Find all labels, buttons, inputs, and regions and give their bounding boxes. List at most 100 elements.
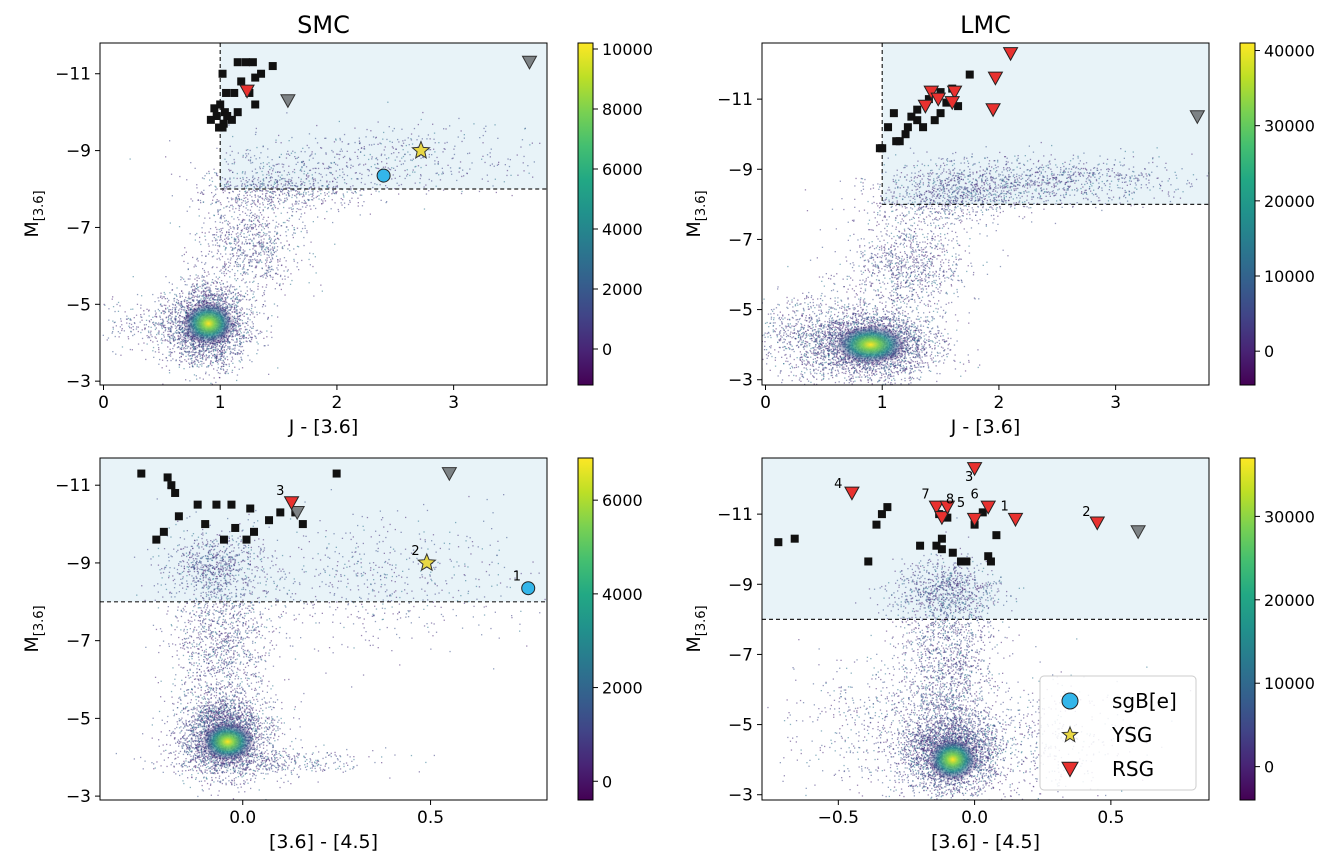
x-tick-label: 0 bbox=[760, 393, 771, 413]
legend-marker-rsg bbox=[1061, 761, 1079, 778]
sgbe-point bbox=[521, 581, 536, 596]
black-square-point bbox=[936, 109, 945, 118]
plot-area: 4 3 7 8 56 1 2 bbox=[762, 458, 1209, 800]
black-square-point bbox=[251, 100, 260, 109]
legend-marker-ysg bbox=[1061, 725, 1079, 743]
y-tick-label: −7 bbox=[728, 230, 753, 250]
rsg-point bbox=[1002, 47, 1019, 62]
y-axis-label: M[3.6] bbox=[21, 605, 47, 652]
y-tick-label: −5 bbox=[66, 709, 91, 729]
y-tick-label: −9 bbox=[728, 575, 753, 595]
y-tick-label: −11 bbox=[55, 476, 91, 496]
y-axis-label: M[3.6] bbox=[683, 605, 709, 652]
y-axis: −3 −5 −7 −9 −11 bbox=[55, 65, 100, 392]
black-square-point bbox=[268, 62, 277, 71]
black-square-point bbox=[152, 535, 161, 544]
colorbar-tick-label: 4000 bbox=[602, 585, 643, 604]
colorbar-tick-label: 0 bbox=[1264, 758, 1274, 777]
density-core bbox=[928, 738, 978, 781]
legend-label: RSG bbox=[1112, 757, 1154, 781]
black-square-point bbox=[965, 70, 974, 79]
point-label: 8 bbox=[946, 493, 954, 508]
colorbar: 0 10000 20000 30000 bbox=[1239, 457, 1315, 801]
black-square-point bbox=[246, 504, 255, 513]
sgbe-point bbox=[376, 168, 391, 183]
black-square-point bbox=[916, 541, 925, 550]
plot-area: 3 2 1 bbox=[100, 458, 547, 800]
black-square-point bbox=[936, 88, 945, 97]
colorbar-tick-label: 10000 bbox=[1264, 267, 1315, 286]
grey-triangle-point bbox=[521, 55, 538, 70]
black-square-point bbox=[218, 69, 227, 78]
black-square-point bbox=[242, 535, 251, 544]
black-square-point bbox=[884, 123, 893, 132]
legend: sgB[e] YSG RSG bbox=[1039, 675, 1197, 791]
colorbar-tick-label: 10000 bbox=[602, 40, 653, 59]
point-label: 2 bbox=[1082, 505, 1090, 520]
panel-title: SMC bbox=[297, 11, 350, 39]
rsg-point bbox=[1089, 516, 1106, 531]
black-square-point bbox=[943, 513, 952, 522]
black-square-point bbox=[937, 534, 946, 543]
colorbar-tick-label: 30000 bbox=[1264, 507, 1315, 526]
y-tick-label: −11 bbox=[717, 505, 753, 525]
y-tick-label: −9 bbox=[728, 160, 753, 180]
colorbar-tick-label: 6000 bbox=[602, 160, 643, 179]
x-axis: −0.5 0.0 0.5 bbox=[818, 800, 1124, 828]
black-square-point bbox=[212, 500, 221, 509]
axes-frame bbox=[99, 457, 548, 801]
black-square-point bbox=[171, 488, 180, 497]
y-tick-label: −11 bbox=[717, 90, 753, 110]
black-square-point bbox=[790, 534, 799, 543]
x-axis-label: [3.6] - [4.5] bbox=[931, 831, 1040, 853]
x-tick-label: 2 bbox=[332, 393, 343, 413]
grey-triangle-point bbox=[441, 467, 458, 482]
plot-area bbox=[762, 43, 1209, 385]
rsg-point bbox=[283, 496, 300, 511]
black-square-point bbox=[984, 552, 993, 561]
black-square-point bbox=[233, 58, 242, 67]
black-square-point bbox=[919, 123, 928, 132]
panel-2: 0 1 2 3 −3 −5 −7 −9 −11 J - [3.6] M[3.6] LMC 0 10000 2… bbox=[683, 11, 1315, 438]
density-core bbox=[201, 722, 255, 762]
rsg-point bbox=[987, 71, 1004, 86]
y-tick-label: −11 bbox=[55, 65, 91, 85]
x-axis: 0 1 2 3 bbox=[760, 385, 1121, 413]
colorbar: 0 2000 4000 6000 bbox=[577, 457, 643, 801]
y-tick-label: −5 bbox=[728, 301, 753, 321]
y-tick-label: −5 bbox=[66, 295, 91, 315]
density-core bbox=[182, 302, 235, 345]
ysg-point bbox=[411, 140, 431, 159]
black-square-point bbox=[210, 104, 219, 113]
grey-triangle-point bbox=[1189, 110, 1206, 125]
black-square-point bbox=[237, 77, 246, 86]
point-label: 5 bbox=[957, 496, 965, 511]
rsg-point bbox=[946, 85, 963, 100]
colorbar-tick-label: 4000 bbox=[602, 220, 643, 239]
grey-triangle-point bbox=[280, 94, 296, 109]
black-square-point bbox=[250, 527, 259, 536]
black-square-point bbox=[878, 144, 887, 153]
black-square-point bbox=[942, 98, 951, 107]
rsg-point bbox=[934, 511, 950, 526]
black-square-point bbox=[937, 545, 946, 554]
black-square-point bbox=[298, 520, 307, 529]
grey-triangle-point bbox=[1130, 525, 1146, 540]
colorbar-tick-label: 2000 bbox=[602, 280, 643, 299]
y-axis: −3 −5 −7 −9 −11 bbox=[717, 90, 762, 391]
colorbar-tick-label: 2000 bbox=[602, 679, 643, 698]
colorbar-tick-label: 0 bbox=[1264, 342, 1274, 361]
colorbar-tick-label: 6000 bbox=[602, 491, 643, 510]
rsg-point bbox=[928, 500, 945, 515]
plot-area bbox=[100, 43, 547, 385]
rsg-point bbox=[944, 96, 961, 111]
rsg-point bbox=[985, 103, 1001, 118]
selection-cuts bbox=[881, 43, 1209, 205]
y-tick-label: −7 bbox=[66, 218, 91, 238]
black-square-point bbox=[903, 123, 912, 132]
black-square-point bbox=[222, 88, 231, 97]
x-tick-label: 1 bbox=[215, 393, 226, 413]
rsg-point bbox=[939, 500, 956, 515]
panel-1: 0 1 2 3 −3 −5 −7 −9 −11 J - [3.6] M[3.6] SMC 0 2000 40… bbox=[21, 11, 653, 438]
rsg-point bbox=[844, 486, 860, 501]
